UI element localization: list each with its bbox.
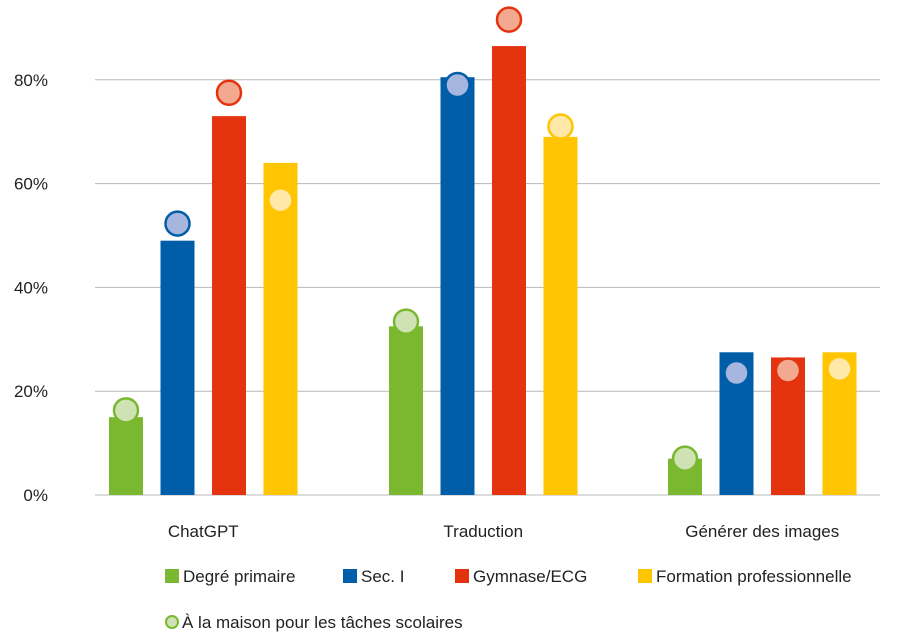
bars (109, 46, 857, 495)
legend-label: Sec. I (361, 567, 404, 586)
bar-0-3 (263, 162, 298, 495)
home-marker-2-3 (826, 355, 853, 383)
legend-swatch (638, 569, 652, 583)
y-tick-label: 40% (14, 278, 48, 297)
home-marker-1-0 (392, 308, 420, 335)
legend-label: Formation professionnelle (656, 567, 852, 586)
legend-label: Degré primaire (183, 567, 295, 586)
category-label: ChatGPT (168, 522, 239, 541)
home-marker-0-0 (112, 397, 140, 424)
bar-0-1 (160, 240, 195, 495)
home-marker-0-1 (164, 210, 191, 237)
y-tick-label: 20% (14, 382, 48, 401)
legend-label: Gymnase/ECG (473, 567, 587, 586)
legend-marker-swatch (165, 615, 179, 629)
legend-swatch (455, 569, 469, 583)
category-label: Générer des images (685, 522, 839, 541)
y-tick-label: 60% (14, 175, 48, 194)
legend: Degré primaire Sec. I Gymnase/ECG Formation… (165, 567, 852, 632)
category-labels: ChatGPT Traduction Générer des images (168, 522, 839, 541)
bar-0-0 (109, 417, 143, 495)
category-label: Traduction (443, 522, 523, 541)
home-marker-1-3 (547, 113, 574, 140)
home-marker-2-1 (723, 359, 750, 387)
bar-1-1 (440, 77, 475, 495)
legend-swatch (343, 569, 357, 583)
home-marker-2-0 (671, 445, 699, 472)
home-marker-1-1 (444, 71, 471, 99)
home-marker-0-2 (215, 79, 243, 107)
legend-marker-label: À la maison pour les tâches scolaires (182, 613, 463, 632)
home-marker-2-2 (774, 357, 802, 384)
bar-1-3 (543, 136, 578, 495)
y-axis-ticks: 0% 20% 40% 60% 80% (14, 71, 48, 505)
y-tick-label: 0% (23, 486, 48, 505)
y-tick-label: 80% (14, 71, 48, 90)
bar-0-2 (212, 116, 246, 495)
legend-swatch (165, 569, 179, 583)
home-markers (112, 6, 853, 472)
home-marker-1-2 (495, 6, 523, 33)
bar-1-0 (389, 326, 423, 495)
home-marker-0-3 (267, 186, 294, 214)
bar-1-2 (492, 46, 526, 495)
